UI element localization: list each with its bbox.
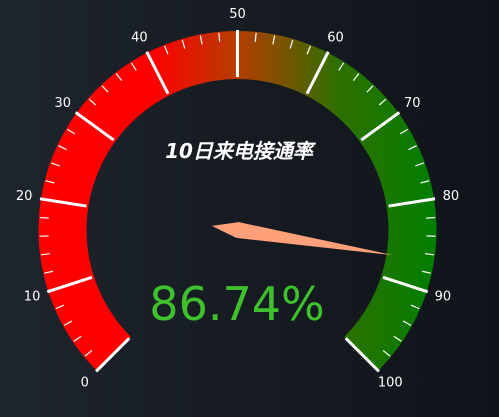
major-tick	[382, 275, 429, 294]
tick-label: 0	[81, 376, 89, 391]
major-tick	[46, 275, 93, 294]
minor-tick	[410, 304, 420, 310]
gauge-band-right	[237, 31, 437, 371]
minor-tick	[199, 35, 203, 45]
minor-tick	[73, 335, 82, 342]
tick-label: 60	[327, 31, 344, 46]
minor-tick	[378, 98, 387, 106]
major-tick	[344, 337, 380, 373]
major-tick	[95, 337, 131, 373]
minor-tick	[130, 62, 137, 71]
minor-tick	[366, 85, 374, 93]
major-tick	[388, 197, 436, 208]
tick-label: 40	[131, 31, 148, 46]
minor-tick	[84, 350, 93, 357]
major-tick	[360, 111, 401, 142]
minor-tick	[88, 98, 97, 106]
tick-label: 90	[435, 290, 452, 305]
major-tick	[74, 111, 115, 142]
minor-tick	[51, 162, 60, 167]
tick-label: 30	[54, 96, 71, 111]
tick-label: 80	[443, 189, 460, 204]
tick-labels: 0 10 20 30 40 50 60 70 80 90 100	[16, 7, 459, 391]
minor-tick	[272, 35, 276, 45]
minor-tick	[101, 85, 109, 93]
tick-label: 50	[229, 7, 246, 22]
minor-tick	[39, 216, 49, 219]
minor-tick	[421, 270, 431, 274]
minor-tick	[415, 162, 424, 167]
gauge-value: 86.74%	[149, 277, 324, 331]
minor-tick	[40, 253, 51, 256]
tick-label: 100	[378, 376, 403, 391]
minor-tick	[218, 32, 221, 42]
gauge-pointer	[211, 222, 394, 256]
minor-tick	[393, 335, 402, 342]
minor-tick	[426, 216, 436, 219]
minor-ticks	[39, 32, 436, 357]
tick-label: 10	[24, 290, 41, 305]
major-tick	[39, 197, 87, 208]
minor-tick	[115, 73, 123, 82]
minor-tick	[164, 45, 169, 55]
minor-tick	[181, 39, 186, 49]
minor-tick	[399, 128, 409, 135]
minor-tick	[63, 320, 73, 326]
minor-tick	[254, 32, 257, 42]
minor-tick	[306, 45, 311, 55]
minor-tick	[44, 270, 54, 274]
minor-tick	[408, 145, 417, 151]
major-ticks	[39, 30, 436, 373]
minor-tick	[45, 180, 55, 184]
tick-label: 20	[16, 189, 33, 204]
minor-tick	[338, 62, 345, 71]
minor-tick	[402, 320, 412, 326]
minor-tick	[66, 128, 76, 135]
major-tick	[305, 51, 330, 95]
major-tick	[145, 51, 170, 95]
minor-tick	[382, 350, 391, 357]
minor-tick	[424, 253, 435, 256]
minor-tick	[58, 145, 67, 151]
minor-tick	[352, 73, 360, 82]
minor-tick	[289, 39, 294, 49]
minor-tick	[420, 180, 430, 184]
tick-label: 70	[404, 96, 421, 111]
gauge-title: 10日来电接通率	[165, 139, 317, 163]
minor-tick	[55, 304, 65, 310]
gauge-band-left	[38, 31, 238, 371]
